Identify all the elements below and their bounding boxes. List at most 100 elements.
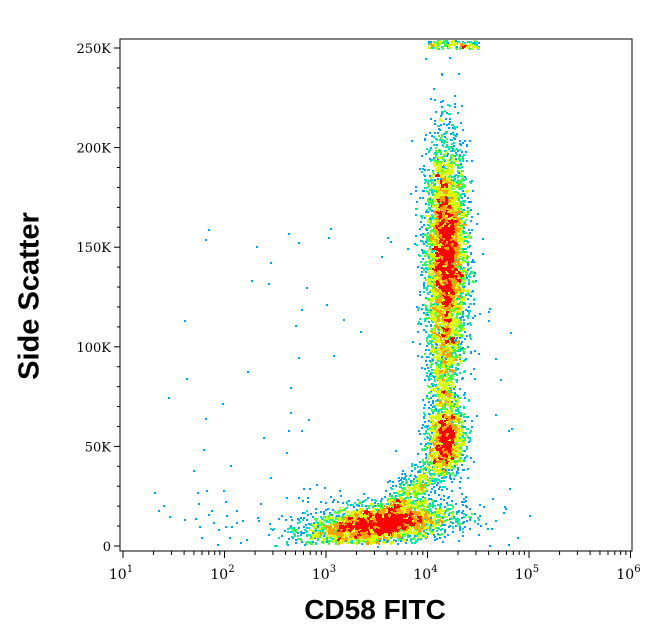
event-dot — [440, 294, 442, 296]
event-dot — [431, 318, 433, 320]
event-dot — [440, 278, 442, 280]
event-dot — [466, 293, 468, 295]
event-dot — [456, 405, 458, 407]
event-dot — [462, 217, 464, 219]
event-dot — [446, 199, 448, 201]
event-dot — [426, 426, 428, 428]
event-dot — [460, 266, 462, 268]
event-dot — [437, 427, 439, 429]
event-dot — [440, 198, 442, 200]
event-dot — [441, 252, 443, 254]
event-dot — [449, 227, 451, 229]
event-dot — [438, 210, 440, 212]
event-dot — [415, 235, 417, 237]
event-dot — [428, 236, 430, 238]
event-dot — [459, 406, 461, 408]
event-dot — [467, 269, 469, 271]
event-dot — [452, 243, 454, 245]
event-dot — [421, 367, 423, 369]
event-dot — [444, 396, 446, 398]
event-dot — [437, 461, 439, 463]
event-dot — [452, 461, 454, 463]
event-dot — [467, 261, 469, 263]
event-dot — [423, 329, 425, 331]
event-dot — [422, 241, 424, 243]
event-dot — [462, 221, 464, 223]
event-dot — [451, 481, 453, 483]
event-dot — [466, 145, 468, 147]
event-dot — [434, 99, 436, 101]
event-dot — [440, 137, 442, 139]
event-dot — [441, 296, 443, 298]
event-dot — [453, 436, 455, 438]
event-dot — [464, 397, 466, 399]
event-dot — [456, 271, 458, 273]
event-dot — [454, 106, 456, 108]
event-dot — [456, 374, 458, 376]
event-dot — [433, 486, 435, 488]
event-dot — [460, 182, 462, 184]
event-dot — [461, 464, 463, 466]
event-dot — [438, 319, 440, 321]
event-dot — [456, 305, 458, 307]
event-dot — [450, 150, 452, 152]
event-dot — [455, 359, 457, 361]
event-dot — [454, 475, 456, 477]
event-dot — [444, 228, 446, 230]
event-dot — [426, 298, 428, 300]
event-dot — [449, 282, 451, 284]
event-dot — [463, 243, 465, 245]
event-dot — [473, 303, 475, 305]
event-dot — [442, 431, 444, 433]
event-dot — [444, 223, 446, 225]
event-dot — [440, 234, 442, 236]
event-dot — [431, 295, 433, 297]
event-dot — [453, 292, 455, 294]
event-dot — [441, 106, 443, 108]
event-dot — [443, 321, 445, 323]
event-dot — [458, 234, 460, 236]
event-dot — [469, 336, 471, 338]
event-dot — [434, 257, 436, 259]
event-dot — [457, 258, 459, 260]
event-dot — [429, 218, 431, 220]
event-dot — [459, 254, 461, 256]
event-dot — [453, 308, 455, 310]
event-dot — [444, 241, 446, 243]
event-dot — [447, 298, 449, 300]
event-dot — [423, 312, 425, 314]
event-dot — [431, 266, 433, 268]
event-dot — [467, 346, 469, 348]
event-dot — [463, 282, 465, 284]
event-dot — [477, 523, 479, 525]
event-dot — [455, 295, 457, 297]
event-dot — [429, 336, 431, 338]
event-dot — [428, 180, 430, 182]
event-dot — [439, 185, 441, 187]
event-dot — [446, 215, 448, 217]
event-dot — [449, 466, 451, 468]
event-dot — [425, 453, 427, 455]
event-dot — [447, 311, 449, 313]
event-dot — [469, 303, 471, 305]
event-dot — [444, 179, 446, 181]
event-dot — [429, 189, 431, 191]
event-dot — [433, 144, 435, 146]
event-dot — [452, 258, 454, 260]
event-dot — [451, 203, 453, 205]
event-dot — [460, 204, 462, 206]
event-dot — [436, 280, 438, 282]
event-dot — [435, 169, 437, 171]
event-dot — [464, 236, 466, 238]
event-dot — [467, 468, 469, 470]
event-dot — [430, 224, 432, 226]
event-dot — [430, 303, 432, 305]
event-dot — [433, 410, 435, 412]
event-dot — [461, 341, 463, 343]
event-dot — [423, 291, 425, 293]
event-dot — [451, 401, 453, 403]
event-dot — [448, 163, 450, 165]
event-dot — [464, 176, 466, 178]
event-dot — [458, 330, 460, 332]
event-dot — [437, 292, 439, 294]
